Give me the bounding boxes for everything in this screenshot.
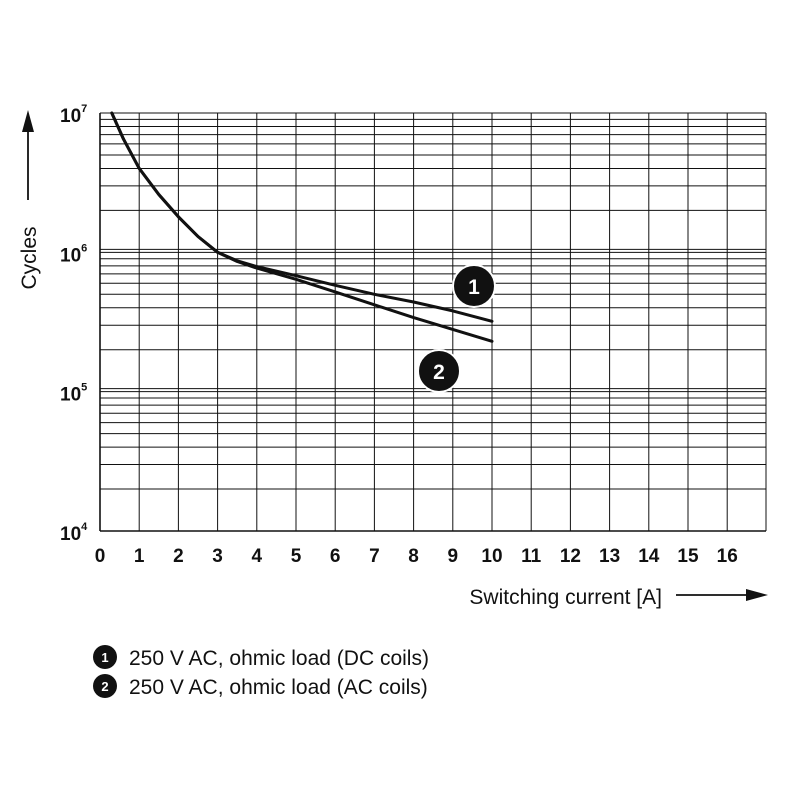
x-tick-label: 3 [212, 546, 223, 567]
legend-item-2-marker: 2 [101, 679, 108, 694]
y-tick-base: 10 [60, 106, 81, 127]
x-tick-label: 2 [173, 546, 184, 567]
y-tick-exponent: 7 [81, 103, 87, 115]
x-tick-label: 6 [330, 546, 341, 567]
y-tick-label: 104 [60, 521, 88, 545]
x-tick-label: 14 [638, 546, 660, 567]
x-tick-label: 0 [95, 546, 106, 567]
series-layer [110, 111, 494, 343]
series-line-2 [110, 111, 494, 343]
y-axis-title-group: Cycles [18, 110, 41, 290]
series-marker-1-text: 1 [468, 276, 480, 299]
legend-item-2-label: 250 V AC, ohmic load (AC coils) [129, 676, 428, 699]
x-tick-label: 10 [481, 546, 502, 567]
x-tick-label: 7 [369, 546, 380, 567]
legend: 1 250 V AC, ohmic load (DC coils) 2 250 … [93, 645, 429, 699]
x-axis-title: Switching current [A] [469, 586, 662, 609]
series-marker-1: 1 [452, 264, 496, 308]
series-marker-2-text: 2 [433, 361, 445, 384]
legend-item-2: 2 250 V AC, ohmic load (AC coils) [93, 674, 428, 699]
y-tick-base: 10 [60, 524, 81, 545]
x-axis-title-group: Switching current [A] [469, 586, 768, 609]
legend-item-1-marker: 1 [101, 650, 108, 665]
x-tick-label: 9 [448, 546, 459, 567]
y-tick-base: 10 [60, 385, 81, 406]
x-tick-label: 4 [252, 546, 263, 567]
y-tick-exponent: 4 [81, 521, 88, 533]
x-tick-label: 1 [134, 546, 145, 567]
x-tick-label: 12 [560, 546, 581, 567]
x-tick-label: 15 [677, 546, 699, 567]
x-tick-label: 5 [291, 546, 302, 567]
grid-lines [99, 113, 767, 532]
x-tick-label: 11 [521, 546, 542, 567]
series-marker-2: 2 [417, 349, 461, 393]
legend-item-1: 1 250 V AC, ohmic load (DC coils) [93, 645, 429, 670]
y-tick-exponent: 5 [81, 382, 87, 394]
y-axis-arrow-head [22, 110, 34, 132]
x-tick-label: 8 [408, 546, 419, 567]
y-axis-title: Cycles [18, 226, 41, 289]
x-tick-label: 16 [717, 546, 738, 567]
y-tick-exponent: 6 [81, 242, 87, 254]
x-axis-arrow-head [746, 589, 768, 601]
y-tick-label: 107 [60, 103, 87, 127]
y-tick-base: 10 [60, 245, 81, 266]
x-tick-labels: 0 1 2 3 4 5 6 7 8 9 10 11 12 13 14 15 16 [95, 546, 738, 567]
legend-item-1-label: 250 V AC, ohmic load (DC coils) [129, 647, 429, 670]
y-tick-label: 106 [60, 242, 87, 266]
y-tick-label: 105 [60, 382, 87, 406]
x-tick-label: 13 [599, 546, 620, 567]
